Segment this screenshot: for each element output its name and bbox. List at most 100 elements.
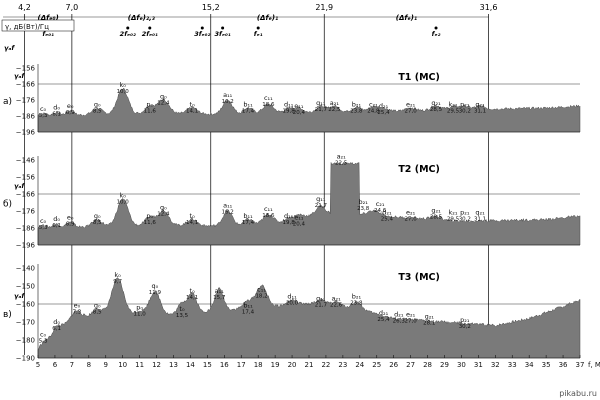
peak-value: 29,5 (447, 216, 460, 222)
peak-value: 5,3 (39, 338, 48, 344)
peak-label: k₀ (120, 81, 127, 89)
peak-value: 6,1 (52, 326, 61, 332)
peak-value: 22,5 (328, 107, 341, 113)
peak-value: 25,4 (381, 216, 394, 222)
peak-label: a₁₁ (215, 287, 225, 295)
peak-label: e₀ (67, 102, 74, 110)
peak-label: k₀ (114, 271, 121, 279)
reference-label: γₐf (14, 292, 25, 300)
y-tick-label: −166 (16, 191, 36, 199)
peak-value: 28,1 (423, 320, 435, 326)
peak-value: 28,5 (430, 107, 443, 113)
x-tick-label: 19 (271, 361, 280, 369)
marker-label: 2fₑ₀₁ (142, 30, 158, 38)
x-tick-label: 30 (457, 361, 466, 369)
marker-dot (221, 26, 225, 30)
y-tick-label: −170 (16, 319, 35, 327)
marker-dot (126, 26, 130, 30)
x-tick-label: 21 (305, 361, 314, 369)
peak-value: 27,0 (405, 216, 418, 222)
peak-label: c₂₁ (376, 200, 385, 208)
peak-label: g₁₁ (316, 195, 326, 203)
peak-label: c₁₁ (264, 94, 273, 102)
x-tick-label: 11 (135, 361, 144, 369)
peak-label: e₂₁ (406, 311, 416, 319)
peak-value: 8,5 (93, 108, 102, 114)
x-axis-label: f, МГц (588, 361, 600, 369)
peak-value: 13,5 (176, 313, 189, 319)
peak-value: 11,9 (149, 290, 162, 296)
peak-label: g₁₁ (316, 294, 326, 302)
watermark: pikabu.ru (559, 389, 597, 398)
peak-value: 21,7 (315, 203, 328, 209)
panel-tag: б) (3, 200, 12, 210)
peak-value: 19,8 (283, 220, 296, 226)
peak-label: a₂₁ (331, 294, 341, 302)
x-tick-label: 7 (70, 361, 74, 369)
x-tick-label: 34 (525, 361, 534, 369)
peak-value: 5,3 (39, 113, 48, 119)
peak-value: 6,1 (52, 112, 61, 118)
peak-label: g₂₁ (425, 312, 435, 320)
peak-label: b₁₁ (243, 100, 253, 108)
peak-value: 20,4 (293, 222, 306, 228)
peak-label: a₂₁ (337, 152, 347, 160)
boundary-label: 31,6 (480, 3, 498, 12)
peak-label: p₀ (136, 303, 143, 311)
peak-value: 11,6 (144, 108, 157, 114)
peak-value: 14,1 (186, 295, 198, 301)
peak-label: d₂₁ (394, 311, 404, 319)
y-tick-label: −140 (16, 265, 35, 273)
peak-label: p₂₁ (460, 100, 470, 108)
peak-value: 5,3 (39, 225, 48, 231)
peak-value: 12,4 (157, 211, 170, 217)
x-tick-label: 36 (559, 361, 568, 369)
x-tick-label: 24 (355, 361, 364, 369)
y-tick-label: −156 (16, 65, 36, 73)
spectrum-area (37, 87, 581, 133)
x-tick-label: 25 (372, 361, 381, 369)
y-tick-label: −176 (16, 97, 36, 105)
y-tick-label: −146 (16, 157, 36, 165)
peak-value: 20,0 (286, 301, 299, 307)
peak-label: g₀ (94, 100, 101, 108)
x-tick-label: 18 (254, 361, 263, 369)
peak-label: a₁₁ (223, 202, 233, 210)
x-tick-label: 12 (152, 361, 161, 369)
unit-box (1, 19, 75, 32)
peak-value: 23,8 (357, 206, 370, 212)
peak-label: a₂₁ (330, 99, 340, 107)
band-label: (Δfₑ)₁ (257, 14, 278, 22)
x-tick-label: 31 (474, 361, 483, 369)
peak-value: 17,4 (242, 220, 255, 226)
peak-label: q₂₁ (475, 208, 485, 216)
peak-value: 16,2 (222, 99, 234, 105)
marker-dot (256, 26, 260, 30)
x-tick-label: 29 (440, 361, 449, 369)
peak-value: 23,8 (350, 301, 363, 307)
x-tick-label: 35 (542, 361, 551, 369)
peak-label: b₂₁ (359, 198, 369, 206)
boundary-label: 15,2 (202, 3, 220, 12)
peak-value: 28,5 (430, 215, 443, 221)
y-tick-label: −156 (16, 174, 36, 182)
x-tick-label: 26 (389, 361, 398, 369)
peak-label: e₂₁ (406, 208, 416, 216)
peak-value: 26,3 (393, 319, 406, 325)
peak-label: g₂₁ (431, 207, 441, 215)
peak-value: 6,1 (52, 223, 61, 229)
y-tick-label: −186 (16, 113, 36, 121)
peak-value: 20,4 (293, 110, 306, 116)
x-tick-label: 33 (508, 361, 517, 369)
marker-label: 3fₑ₀₁ (215, 30, 231, 38)
x-tick-label: 13 (169, 361, 178, 369)
marker-dot (200, 26, 204, 30)
x-tick-label: 5 (36, 361, 40, 369)
peak-value: 21,7 (315, 302, 328, 308)
peak-label: d₀ (53, 318, 60, 326)
peak-label: t₀ (190, 100, 196, 108)
peak-label: t₀ (190, 212, 196, 220)
peak-label: p₂₁ (460, 316, 470, 324)
peak-value: 31,1 (474, 108, 486, 114)
x-tick-label: 23 (338, 361, 347, 369)
